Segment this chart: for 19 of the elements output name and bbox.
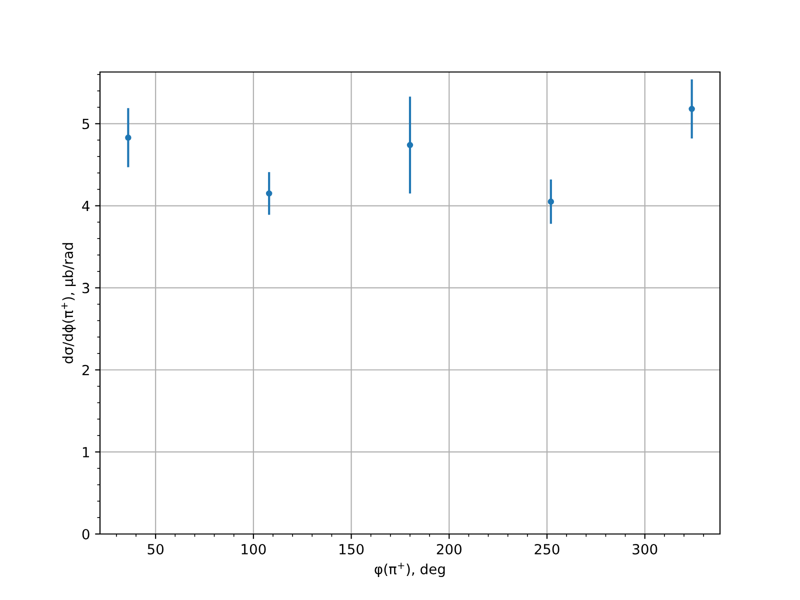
x-tick-label: 150 — [340, 544, 364, 554]
x-tick-label: 100 — [242, 544, 266, 554]
x-tick-label: 300 — [632, 544, 658, 554]
point — [125, 134, 132, 141]
x-tick-label: 200 — [436, 544, 462, 554]
x-tick-label: 50 — [148, 544, 164, 554]
point — [406, 142, 414, 148]
y-tick-label: 5 — [82, 118, 90, 130]
y-tick-label: 4 — [82, 200, 90, 212]
point — [688, 106, 695, 112]
point — [266, 190, 272, 197]
point — [548, 198, 554, 205]
y-axis-title: dσ/dϕ(π$^{+}$), μb/rad — [61, 243, 76, 364]
x-axis-title: φ(π$^{+}$), deg — [374, 562, 445, 578]
y-tick-label: 0 — [82, 528, 90, 540]
y-tick-label: 1 — [82, 447, 89, 458]
y-tick-label: 3 — [82, 282, 90, 294]
x-tick-label: 250 — [534, 544, 560, 554]
y-tick-label: 2 — [82, 364, 89, 376]
